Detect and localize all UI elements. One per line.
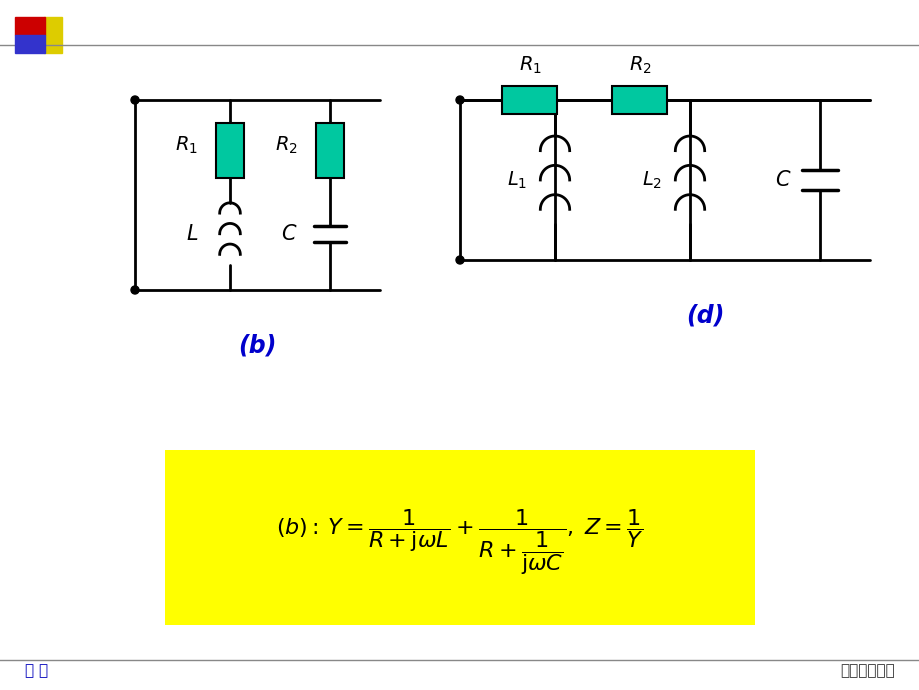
Bar [15,17,45,35]
Text: (d): (d) [685,303,723,327]
Bar [15,35,45,53]
Text: 南京理工大学: 南京理工大学 [839,663,894,678]
Text: (b): (b) [238,333,277,357]
Text: $L_2$: $L_2$ [641,169,662,190]
Text: 电 路: 电 路 [25,663,48,678]
Text: $L$: $L$ [186,224,198,244]
Text: $(b):\,Y = \dfrac{1}{R+\mathrm{j}\omega L}+\dfrac{1}{R+\dfrac{1}{\mathrm{j}\omeg: $(b):\,Y = \dfrac{1}{R+\mathrm{j}\omega … [276,508,643,578]
Bar [502,86,557,114]
Bar [44,17,62,53]
Text: $C$: $C$ [281,224,298,244]
Text: $R_2$: $R_2$ [275,135,298,156]
Text: $C$: $C$ [775,170,791,190]
Circle shape [130,96,139,104]
Circle shape [130,286,139,294]
Bar [315,123,344,177]
Text: $R_1$: $R_1$ [175,135,198,156]
Bar [165,450,754,625]
Text: $R_1$: $R_1$ [518,55,541,76]
Text: $R_2$: $R_2$ [628,55,651,76]
Bar [216,123,244,177]
Circle shape [456,96,463,104]
Circle shape [456,256,463,264]
Bar [612,86,667,114]
Text: $L_1$: $L_1$ [506,169,527,190]
